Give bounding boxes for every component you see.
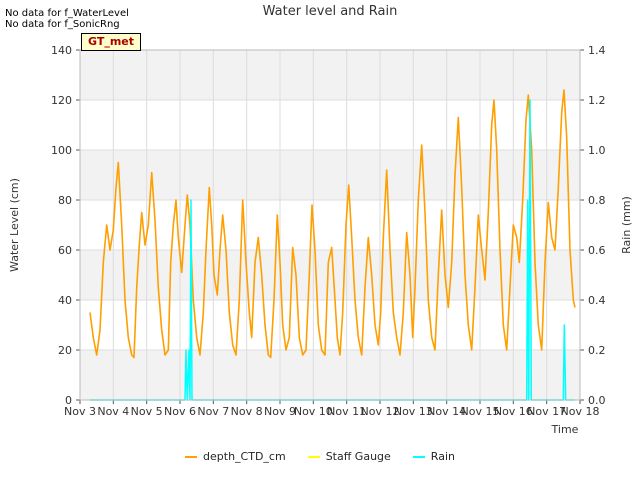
y2-tick-label: 0.8 [588, 194, 606, 207]
legend-label-depth: depth_CTD_cm [203, 450, 286, 463]
y2-tick-label: 0.2 [588, 344, 606, 357]
plot-frame [79, 49, 581, 401]
legend-item-depth: depth_CTD_cm [185, 450, 286, 463]
x-tick-label: Nov 11 [327, 405, 366, 418]
legend-swatch-staff-gauge [307, 455, 320, 458]
legend-item-staff-gauge: Staff Gauge [307, 450, 391, 463]
legend-swatch-rain [412, 455, 425, 458]
site-badge: GT_met [81, 33, 142, 51]
legend-label-staff-gauge: Staff Gauge [325, 450, 391, 463]
x-tick-label: Nov 12 [361, 405, 400, 418]
y-tick-label: 80 [58, 194, 72, 207]
legend-item-rain: Rain [412, 450, 455, 463]
y2-axis-label: Rain (mm) [620, 196, 633, 254]
x-tick-label: Nov 3 [64, 405, 96, 418]
y2-tick-label: 1.0 [588, 144, 606, 157]
x-tick-label: Nov 17 [527, 405, 566, 418]
x-tick-label: Nov 5 [131, 405, 163, 418]
x-tick-label: Nov 6 [164, 405, 196, 418]
y-tick-label: 20 [58, 344, 72, 357]
x-tick-label: Nov 7 [197, 405, 229, 418]
no-data-note-sonicrng: No data for f_SonicRng [5, 19, 120, 30]
x-tick-label: Nov 10 [294, 405, 333, 418]
plot-band [80, 350, 580, 400]
y-tick-label: 0 [65, 394, 72, 407]
y-tick-label: 60 [58, 244, 72, 257]
x-tick-label: Nov 9 [264, 405, 296, 418]
no-data-note-waterlevel: No data for f_WaterLevel [5, 8, 129, 19]
chart-title: Water level and Rain [263, 4, 398, 19]
plot-band [80, 50, 580, 100]
x-tick-label: Nov 15 [461, 405, 500, 418]
y2-tick-label: 0.6 [588, 244, 606, 257]
plot-band [80, 150, 580, 200]
y-tick-label: 140 [51, 44, 72, 57]
legend-swatch-depth [185, 455, 198, 458]
y2-tick-label: 1.4 [588, 44, 606, 57]
x-tick-label: Nov 16 [494, 405, 533, 418]
x-tick-label: Nov 18 [561, 405, 600, 418]
y-tick-label: 120 [51, 94, 72, 107]
y-tick-label: 100 [51, 144, 72, 157]
x-tick-label: Nov 8 [231, 405, 263, 418]
x-tick-label: Nov 14 [427, 405, 466, 418]
y2-tick-label: 1.2 [588, 94, 606, 107]
x-tick-label: Nov 13 [394, 405, 433, 418]
y2-tick-label: 0.4 [588, 294, 606, 307]
legend-label-rain: Rain [430, 450, 455, 463]
x-axis-label: Time [551, 423, 579, 436]
y-axis-label: Water Level (cm) [8, 178, 21, 272]
series-line-depth-ctd-cm [89, 89, 576, 359]
y2-tick-label: 0.0 [588, 394, 606, 407]
y-tick-label: 40 [58, 294, 72, 307]
legend: depth_CTD_cm Staff Gauge Rain [0, 450, 640, 463]
x-tick-label: Nov 4 [97, 405, 129, 418]
